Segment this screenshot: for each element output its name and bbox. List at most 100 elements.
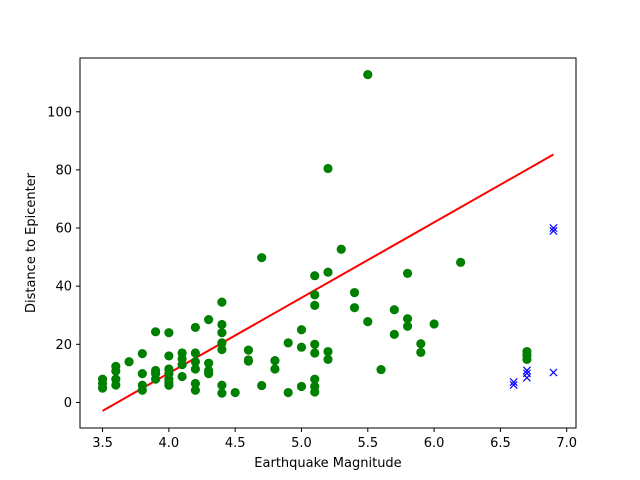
data-point [217,380,227,390]
data-point [217,344,227,355]
y-tick-label: 40 [55,280,72,295]
data-point [349,303,360,313]
data-point [164,351,174,361]
data-point [111,380,121,390]
x-tick-label: 4.0 [159,436,180,451]
data-point [164,380,174,390]
data-point [137,385,147,395]
data-point [349,287,360,298]
data-point [190,378,200,389]
data-point [190,348,200,358]
x-axis-ticks: 3.5 4.0 4.5 5.0 5.5 6.0 6.5 7.0 [92,428,577,451]
data-point [217,297,227,307]
data-point [402,321,413,331]
data-point [270,364,280,374]
plot-frame [79,57,577,429]
data-points-layer [97,69,558,398]
data-point [124,357,134,367]
data-point [190,322,200,333]
y-tick-label: 100 [47,105,72,120]
data-point [283,387,293,398]
data-point [164,328,174,338]
x-axis-label: Earthquake Magnitude [254,456,401,471]
y-tick-label: 20 [55,338,72,353]
x-tick-label: 6.0 [424,436,445,451]
x-tick-label: 5.5 [357,436,378,451]
outlier-point [509,378,518,387]
data-point [230,387,240,398]
data-point [137,369,147,379]
data-point [150,374,161,384]
data-point [429,319,439,329]
y-axis-ticks: 0 20 40 60 80 100 [47,105,80,411]
data-point [363,69,373,80]
data-point [389,329,399,340]
data-point [376,364,386,375]
data-point [257,380,267,391]
data-point [243,345,254,355]
data-point [310,387,320,397]
y-tick-label: 60 [55,222,72,237]
data-point [416,339,426,349]
data-point [296,342,307,352]
data-point [402,314,413,324]
data-point [323,163,333,174]
data-point [296,381,307,392]
data-point [296,325,307,335]
x-tick-label: 5.0 [291,436,312,451]
outlier-point [522,366,531,375]
data-point [177,371,187,382]
data-point [310,290,320,300]
data-point [310,339,320,349]
regression-line [102,153,554,412]
data-point [522,354,532,365]
data-point [283,338,293,348]
outlier-point [522,373,531,382]
data-point [137,348,147,359]
data-point [190,364,200,374]
data-point [323,346,333,357]
x-tick-label: 3.5 [92,436,113,451]
data-point [204,358,214,368]
data-point [336,244,346,254]
regression-line-layer [102,153,554,412]
data-point [217,319,227,330]
outlier-point [549,224,558,233]
data-point [363,317,373,327]
data-point [204,314,214,325]
y-tick-label: 0 [64,396,72,411]
data-point [217,338,227,348]
data-point [150,327,161,337]
data-point [204,369,214,379]
data-point [310,271,320,281]
x-tick-label: 7.0 [556,436,577,451]
data-point [97,383,108,393]
data-point [190,385,200,395]
data-point [310,348,320,358]
data-point [389,305,399,315]
data-point [270,355,280,366]
outlier-point [509,380,518,390]
plot-area [80,58,576,428]
data-point [243,356,254,366]
data-point [456,257,466,267]
data-point [416,347,426,358]
y-axis-label: Distance to Epicenter [24,172,39,313]
x-tick-label: 4.5 [225,436,246,451]
data-point [323,354,333,365]
data-point [323,267,333,277]
data-point [111,366,121,376]
x-tick-label: 6.5 [490,436,511,451]
data-point [177,360,187,370]
data-point [257,253,267,263]
data-point [217,328,227,338]
data-point [217,388,227,398]
data-point [402,268,413,278]
data-point [310,374,320,384]
data-point [190,357,200,367]
y-tick-label: 80 [55,163,72,178]
outlier-point [549,368,558,377]
data-point [310,300,320,310]
outlier-point [549,226,558,235]
